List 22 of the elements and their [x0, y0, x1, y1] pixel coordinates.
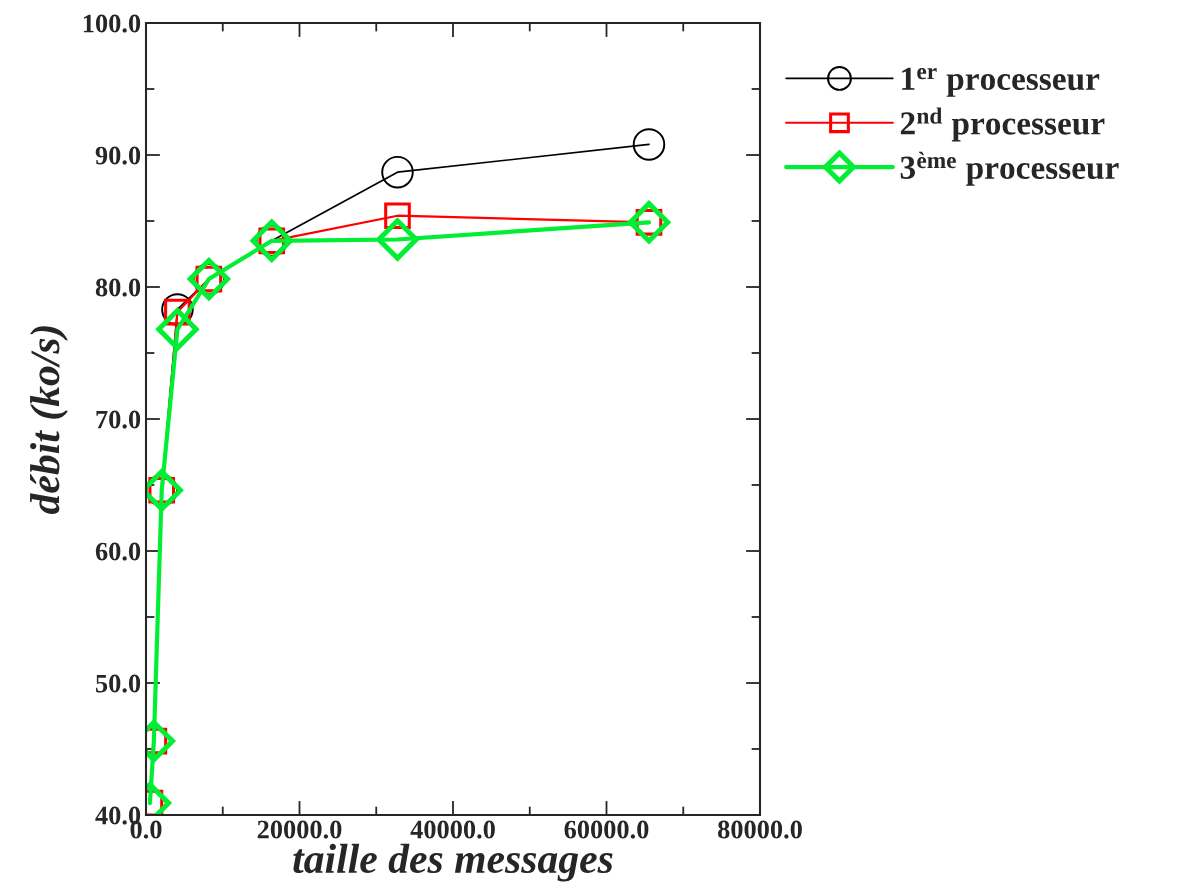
x-tick-label: 60000.0 — [564, 820, 649, 839]
point — [187, 257, 231, 301]
y-axis-title: débit (ko/s) — [30, 326, 68, 514]
y-tick-label: 80.0 — [95, 278, 141, 297]
x-tick-label: 40000.0 — [410, 820, 495, 839]
y-tick-label: 60.0 — [95, 542, 141, 561]
y-tick-label: 70.0 — [96, 410, 141, 429]
y-tick-label: 100.0 — [83, 14, 141, 33]
y-tick-label: 90.0 — [95, 146, 141, 165]
point — [250, 219, 293, 262]
legend-label: 2$^{nd}$ processeur — [900, 107, 1105, 142]
point — [156, 308, 199, 351]
legend-label: 1$^{er}$ processeur — [902, 67, 1100, 97]
x-tick-label: 20000.0 — [257, 820, 342, 839]
y-tick-label: 50.0 — [96, 674, 141, 693]
x-axis-title: taille des messages — [293, 843, 613, 882]
point — [376, 218, 419, 261]
point — [632, 128, 666, 161]
point — [381, 155, 414, 189]
legend-label: 3$^{ème}$ processeur — [900, 151, 1119, 186]
x-tick-label: 80000.0 — [718, 820, 802, 839]
point — [627, 201, 671, 244]
